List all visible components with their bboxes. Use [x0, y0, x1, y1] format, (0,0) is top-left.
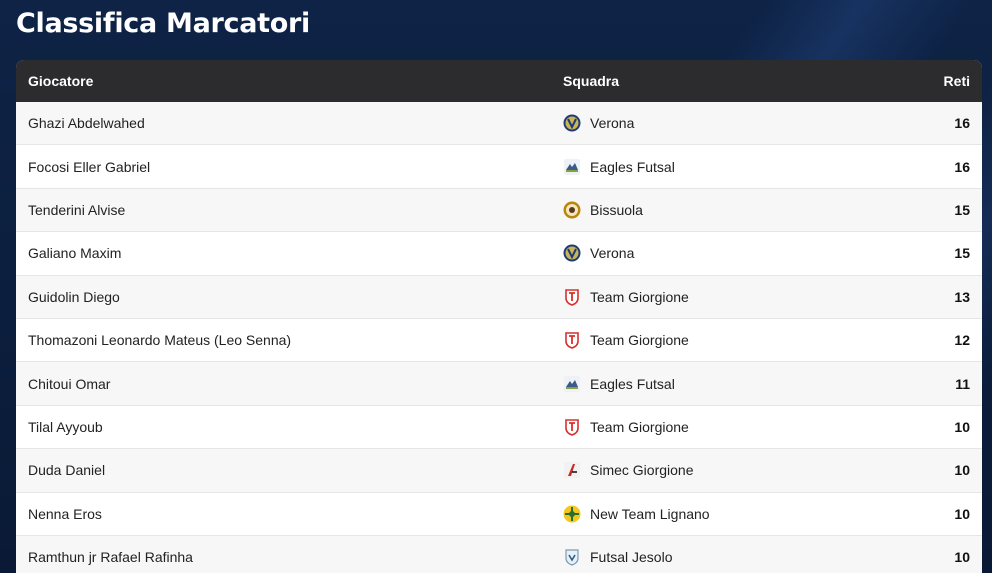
goals-count: 13	[954, 288, 970, 305]
eagles-logo-icon	[563, 375, 581, 393]
eagles-logo-icon	[563, 158, 581, 176]
team-cell[interactable]: Verona	[563, 244, 862, 262]
goals-count: 10	[954, 549, 970, 566]
team-cell[interactable]: Team Giorgione	[563, 331, 862, 349]
team-cell[interactable]: Eagles Futsal	[563, 375, 862, 393]
table-header: Giocatore Squadra Reti	[16, 60, 982, 102]
team-name[interactable]: Futsal Jesolo	[590, 549, 673, 566]
team-name[interactable]: Team Giorgione	[590, 288, 689, 305]
team-name[interactable]: New Team Lignano	[590, 505, 710, 522]
scorers-table: Giocatore Squadra Reti Ghazi Abdelwahed …	[16, 60, 982, 573]
goals-count: 12	[954, 332, 970, 349]
team-name[interactable]: Verona	[590, 115, 635, 132]
player-name[interactable]: Tilal Ayyoub	[28, 418, 103, 435]
team-cell[interactable]: Verona	[563, 114, 862, 132]
player-name[interactable]: Guidolin Diego	[28, 288, 120, 305]
team-name[interactable]: Team Giorgione	[590, 332, 689, 349]
player-name[interactable]: Nenna Eros	[28, 505, 102, 522]
table-row[interactable]: Nenna Eros New Team Lignano 10	[16, 492, 982, 536]
player-name[interactable]: Duda Daniel	[28, 462, 106, 479]
team-name[interactable]: Simec Giorgione	[590, 462, 694, 479]
table-row[interactable]: Guidolin Diego Team Giorgione 13	[16, 275, 982, 319]
lignano-logo-icon	[563, 505, 581, 523]
giorgione-logo-icon	[563, 288, 581, 306]
column-header-team[interactable]: Squadra	[563, 73, 620, 89]
goals-count: 15	[954, 201, 970, 218]
team-cell[interactable]: Team Giorgione	[563, 288, 862, 306]
player-name[interactable]: Ghazi Abdelwahed	[28, 115, 145, 132]
table-row[interactable]: Chitoui Omar Eagles Futsal 11	[16, 362, 982, 406]
player-name[interactable]: Galiano Maxim	[28, 245, 122, 262]
player-name[interactable]: Ramthun jr Rafael Rafinha	[28, 549, 193, 566]
giorgione-logo-icon	[563, 418, 581, 436]
team-name[interactable]: Eagles Futsal	[590, 158, 675, 175]
team-name[interactable]: Team Giorgione	[590, 418, 689, 435]
goals-count: 10	[954, 418, 970, 435]
giorgione-logo-icon	[563, 331, 581, 349]
jesolo-logo-icon	[563, 548, 581, 566]
table-row[interactable]: Ramthun jr Rafael Rafinha Futsal Jesolo …	[16, 535, 982, 573]
verona-logo-icon	[563, 244, 581, 262]
table-row[interactable]: Thomazoni Leonardo Mateus (Leo Senna) Te…	[16, 318, 982, 363]
player-name[interactable]: Focosi Eller Gabriel	[28, 158, 151, 175]
table-body: Ghazi Abdelwahed Verona 16 Focosi Eller …	[16, 102, 982, 573]
table-row[interactable]: Focosi Eller Gabriel Eagles Futsal 16	[16, 145, 982, 189]
bissuola-logo-icon	[563, 201, 581, 219]
team-name[interactable]: Verona	[590, 245, 635, 262]
player-name[interactable]: Thomazoni Leonardo Mateus (Leo Senna)	[28, 332, 292, 349]
player-name[interactable]: Tenderini Alvise	[28, 201, 126, 218]
column-header-goals[interactable]: Reti	[943, 73, 970, 89]
goals-count: 10	[954, 505, 970, 522]
team-cell[interactable]: New Team Lignano	[563, 505, 862, 523]
goals-count: 10	[954, 462, 970, 479]
goals-count: 15	[954, 245, 970, 262]
team-cell[interactable]: Simec Giorgione	[563, 461, 862, 479]
team-cell[interactable]: Futsal Jesolo	[563, 548, 862, 566]
table-row[interactable]: Ghazi Abdelwahed Verona 16	[16, 102, 982, 146]
table-row[interactable]: Tilal Ayyoub Team Giorgione 10	[16, 405, 982, 450]
team-cell[interactable]: Team Giorgione	[563, 418, 862, 436]
goals-count: 11	[955, 375, 970, 392]
table-row[interactable]: Duda Daniel Simec Giorgione 10	[16, 449, 982, 493]
goals-count: 16	[954, 158, 970, 175]
simec-logo-icon	[563, 461, 581, 479]
verona-logo-icon	[563, 114, 581, 132]
goals-count: 16	[954, 115, 970, 132]
player-name[interactable]: Chitoui Omar	[28, 375, 111, 392]
team-name[interactable]: Eagles Futsal	[590, 375, 675, 392]
team-name[interactable]: Bissuola	[590, 201, 643, 218]
table-row[interactable]: Tenderini Alvise Bissuola 15	[16, 188, 982, 233]
team-cell[interactable]: Eagles Futsal	[563, 158, 862, 176]
page-title: Classifica Marcatori	[16, 8, 310, 39]
table-row[interactable]: Galiano Maxim Verona 15	[16, 232, 982, 276]
team-cell[interactable]: Bissuola	[563, 201, 862, 219]
column-header-player[interactable]: Giocatore	[28, 73, 94, 89]
